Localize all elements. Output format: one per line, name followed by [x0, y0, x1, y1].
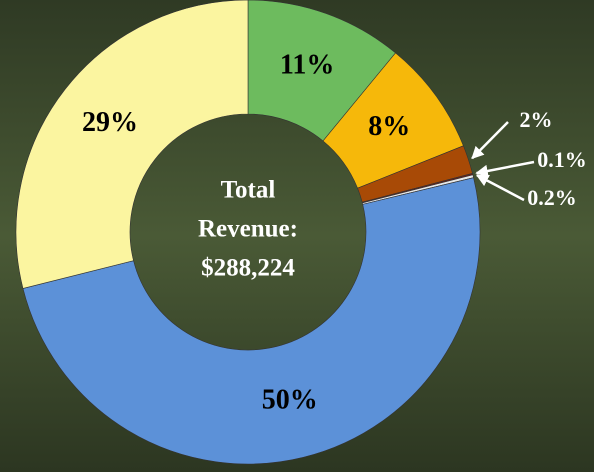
data-label: 0.2%: [527, 185, 577, 210]
center-text: Revenue:: [198, 216, 298, 243]
data-label: 50%: [262, 384, 318, 415]
data-label: 2%: [520, 107, 553, 132]
label-arrow: [475, 174, 525, 202]
data-label: 8%: [368, 111, 410, 142]
data-label: 29%: [82, 107, 138, 138]
data-label: 11%: [280, 50, 334, 81]
center-text: $288,224: [201, 255, 295, 282]
center-text: Total: [221, 177, 276, 204]
donut-segment: [15, 0, 249, 289]
data-label: 0.1%: [537, 147, 587, 172]
label-arrow: [471, 121, 509, 160]
donut-segment: [22, 177, 481, 465]
label-arrow: [475, 160, 535, 178]
